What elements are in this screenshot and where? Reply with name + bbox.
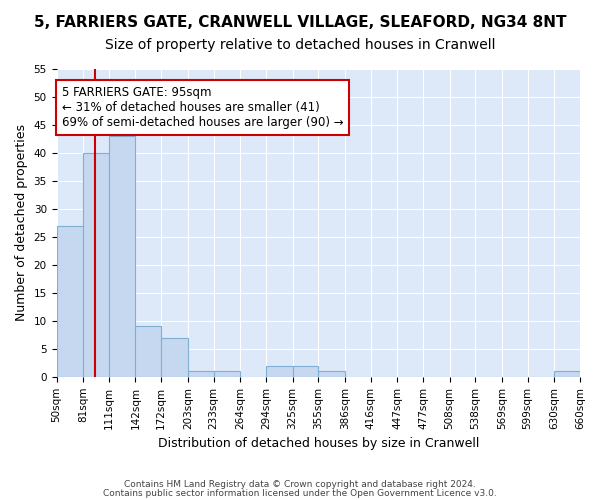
Text: 5 FARRIERS GATE: 95sqm
← 31% of detached houses are smaller (41)
69% of semi-det: 5 FARRIERS GATE: 95sqm ← 31% of detached… (62, 86, 343, 129)
Bar (83, 153, 109, 377)
Text: Contains public sector information licensed under the Open Government Licence v3: Contains public sector information licen… (103, 489, 497, 498)
Bar (161, 338, 188, 377)
Bar (56, 226, 83, 377)
Bar (188, 371, 214, 377)
Bar (109, 136, 136, 377)
Y-axis label: Number of detached properties: Number of detached properties (15, 124, 28, 322)
Bar (293, 366, 318, 377)
Bar (266, 366, 293, 377)
Text: Contains HM Land Registry data © Crown copyright and database right 2024.: Contains HM Land Registry data © Crown c… (124, 480, 476, 489)
Text: Size of property relative to detached houses in Cranwell: Size of property relative to detached ho… (105, 38, 495, 52)
Bar (554, 371, 580, 377)
Text: 5, FARRIERS GATE, CRANWELL VILLAGE, SLEAFORD, NG34 8NT: 5, FARRIERS GATE, CRANWELL VILLAGE, SLEA… (34, 15, 566, 30)
Bar (136, 326, 161, 377)
Bar (214, 371, 240, 377)
Bar (318, 371, 345, 377)
X-axis label: Distribution of detached houses by size in Cranwell: Distribution of detached houses by size … (158, 437, 479, 450)
